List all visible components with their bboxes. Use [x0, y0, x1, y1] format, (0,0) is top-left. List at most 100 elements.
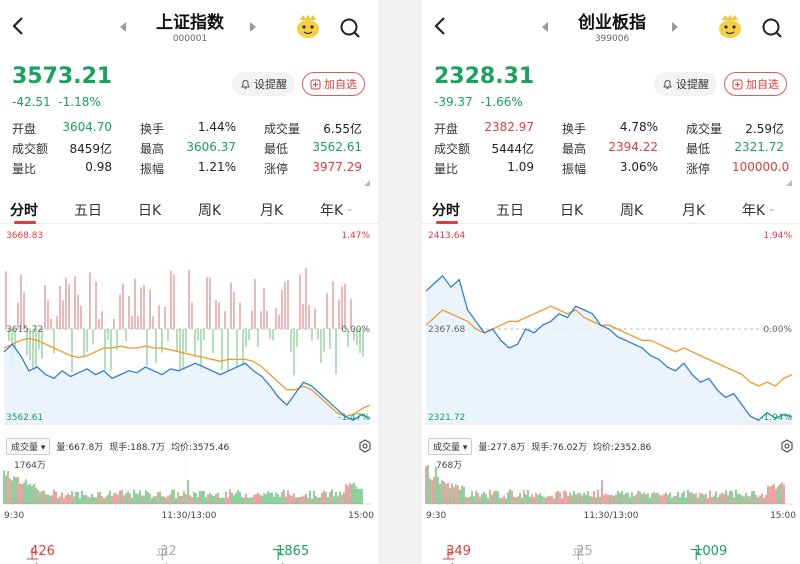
- pct-bottom: -1.47%: [338, 413, 370, 423]
- tab-0[interactable]: 分时: [432, 200, 460, 220]
- volume-now: 现手:188.7万: [109, 440, 165, 453]
- stat-value: 1.21%: [184, 160, 236, 174]
- expand-corner-icon[interactable]: [364, 180, 370, 186]
- stat-label: 换手: [140, 120, 164, 137]
- price-area: [4, 344, 370, 424]
- index-code: 000001: [120, 34, 260, 44]
- time-start: 9:30: [4, 511, 24, 521]
- y-axis-mid: 2367.68: [428, 325, 465, 335]
- tab-2[interactable]: 日K: [138, 200, 161, 220]
- tab-5[interactable]: 年K: [742, 200, 765, 220]
- stat-label: 开盘: [12, 120, 36, 137]
- gear-icon[interactable]: [358, 439, 372, 453]
- set-alert-button[interactable]: 设提醒: [232, 72, 295, 96]
- time-mid: 11:30/13:00: [584, 511, 639, 521]
- stats-row: 开盘 2382.97 换手 4.78% 成交量 2.59亿: [434, 118, 790, 138]
- search-icon[interactable]: [338, 16, 362, 40]
- mascot-icon[interactable]: [716, 14, 744, 40]
- average-price: 均价:2352.86: [593, 440, 651, 453]
- average-price: 均价:3575.46: [171, 440, 229, 453]
- stat-label: 成交额: [434, 140, 470, 157]
- stat-value: 6.55亿: [310, 120, 362, 137]
- mascot-icon[interactable]: [294, 14, 322, 40]
- volume-max: 768万: [436, 461, 462, 471]
- arrow-right-icon[interactable]: [670, 21, 680, 33]
- current-price: 2328.31: [434, 64, 534, 89]
- stat-label: 最低: [264, 140, 288, 157]
- volume-chart: 1764万 9:30 11:30/13:00 15:00: [0, 456, 378, 526]
- back-icon[interactable]: [6, 12, 32, 40]
- advancers: 上涨 426家: [26, 536, 30, 551]
- stat-label: 涨停: [686, 160, 710, 177]
- unchanged: 平盘 25家: [572, 536, 576, 551]
- tab-3[interactable]: 周K: [198, 200, 221, 220]
- volume-selector[interactable]: 成交量 ▾: [6, 438, 50, 455]
- tab-3[interactable]: 周K: [620, 200, 643, 220]
- intraday-chart[interactable]: 3668.83 3615.72 3562.61 1.47% 0.00% -1.47%: [0, 226, 378, 432]
- set-alert-button[interactable]: 设提醒: [654, 72, 717, 96]
- tab-1[interactable]: 五日: [74, 200, 102, 220]
- chart-tabs: 分时 五日 日K 周K 月K 年K ⌄: [0, 196, 378, 224]
- stat-label: 最低: [686, 140, 710, 157]
- bell-icon: [240, 79, 251, 90]
- arrow-right-icon[interactable]: [248, 21, 258, 33]
- stat-value: 1.44%: [184, 120, 236, 134]
- price-change: -42.51 -1.18%: [12, 95, 101, 109]
- y-axis-bottom: 3562.61: [6, 413, 43, 423]
- tab-4[interactable]: 月K: [682, 200, 705, 220]
- page-title: 上证指数: [120, 8, 260, 33]
- time-end: 15:00: [770, 511, 796, 521]
- pct-top: 1.47%: [341, 231, 370, 241]
- pct-mid: 0.00%: [341, 325, 370, 335]
- tab-4[interactable]: 月K: [260, 200, 283, 220]
- index-code: 399006: [542, 34, 682, 44]
- stat-label: 换手: [562, 120, 586, 137]
- stats-row: 成交额 8459亿 最高 3606.37 最低 3562.61: [12, 138, 368, 158]
- stat-label: 最高: [562, 140, 586, 157]
- add-favorite-button[interactable]: 加自选: [302, 72, 365, 96]
- volume-total: 量:277.8万: [478, 440, 525, 453]
- price-change: -39.37 -1.66%: [434, 95, 523, 109]
- stat-value: 3.06%: [606, 160, 658, 174]
- chevron-down-icon[interactable]: ⌄: [346, 204, 354, 214]
- tab-5[interactable]: 年K: [320, 200, 343, 220]
- volume-chart: 768万 9:30 11:30/13:00 15:00: [422, 456, 800, 526]
- tab-1[interactable]: 五日: [496, 200, 524, 220]
- volume-info-bar: 成交量 ▾ 量:277.8万 现手:76.02万 均价:2352.86: [428, 437, 794, 455]
- stats-row: 成交额 5444亿 最高 2394.22 最低 2321.72: [434, 138, 790, 158]
- chevron-down-icon[interactable]: ⌄: [768, 204, 776, 214]
- stat-value: 4.78%: [606, 120, 658, 134]
- intraday-chart[interactable]: 2413.64 2367.68 2321.72 1.94% 0.00% -1.94%: [422, 226, 800, 432]
- volume-total: 量:667.8万: [56, 440, 103, 453]
- bell-icon: [662, 79, 673, 90]
- search-icon[interactable]: [760, 16, 784, 40]
- y-axis-bottom: 2321.72: [428, 413, 465, 423]
- stat-value: 3977.29: [310, 160, 362, 174]
- volume-selector[interactable]: 成交量 ▾: [428, 438, 472, 455]
- page-title: 创业板指: [542, 8, 682, 33]
- tab-2[interactable]: 日K: [560, 200, 583, 220]
- time-start: 9:30: [426, 511, 446, 521]
- stat-label: 开盘: [434, 120, 458, 137]
- y-axis-top: 3668.83: [6, 231, 43, 241]
- stat-value: 0.98: [60, 160, 112, 174]
- stats-row: 量比 0.98 振幅 1.21% 涨停 3977.29: [12, 158, 368, 178]
- volume-info-bar: 成交量 ▾ 量:667.8万 现手:188.7万 均价:3575.46: [6, 437, 372, 455]
- tab-0[interactable]: 分时: [10, 200, 38, 220]
- time-mid: 11:30/13:00: [162, 511, 217, 521]
- stat-label: 振幅: [140, 160, 164, 177]
- market-breadth: 上涨 349家 平盘 25家 下跌 1009家: [422, 528, 800, 558]
- pct-bottom: -1.94%: [760, 413, 792, 423]
- volume-now: 现手:76.02万: [531, 440, 587, 453]
- unchanged: 平盘 32家: [156, 536, 160, 551]
- market-breadth: 上涨 426家 平盘 32家 下跌 1865家: [0, 528, 378, 558]
- stat-value: 2.59亿: [732, 120, 784, 137]
- add-favorite-button[interactable]: 加自选: [724, 72, 787, 96]
- gear-icon[interactable]: [780, 439, 794, 453]
- current-price: 3573.21: [12, 64, 112, 89]
- y-axis-top: 2413.64: [428, 231, 465, 241]
- expand-corner-icon[interactable]: [786, 180, 792, 186]
- back-icon[interactable]: [428, 12, 454, 40]
- stat-value: 1.09: [482, 160, 534, 174]
- active-tab-indicator: [436, 221, 458, 224]
